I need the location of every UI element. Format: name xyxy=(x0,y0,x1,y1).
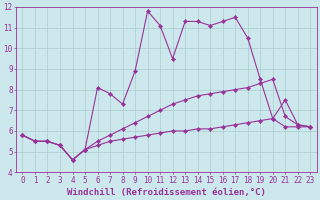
X-axis label: Windchill (Refroidissement éolien,°C): Windchill (Refroidissement éolien,°C) xyxy=(67,188,266,197)
